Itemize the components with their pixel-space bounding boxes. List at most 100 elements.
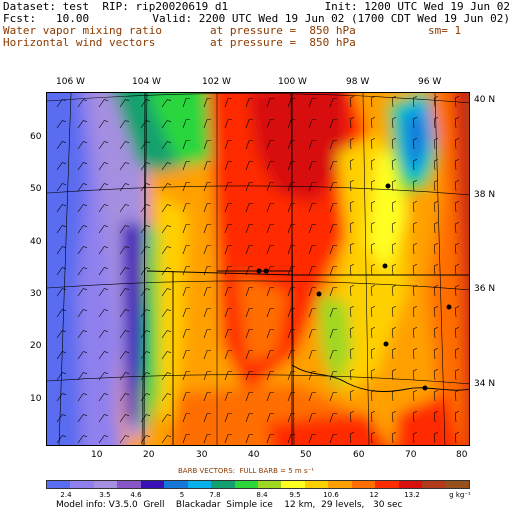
lon-label: 104 W	[132, 77, 161, 87]
model-info-footer: Model info: V3.5.0 Grell Blackadar Simpl…	[56, 500, 403, 510]
wind-barb	[224, 161, 233, 171]
state-borders	[143, 93, 469, 445]
wind-barb	[454, 96, 459, 108]
wind-barb	[308, 266, 317, 276]
wind-barb	[119, 183, 130, 192]
wind-barb	[287, 245, 296, 255]
wind-barb	[119, 267, 130, 276]
wind-barb	[140, 204, 151, 213]
grid-x-label: 50	[300, 450, 312, 460]
wind-barb	[370, 117, 375, 129]
wind-barb	[433, 117, 438, 129]
wind-barb	[98, 141, 109, 150]
wind-barb	[266, 203, 275, 213]
wind-barb	[140, 393, 151, 402]
wind-barb	[98, 99, 109, 108]
field2-level: at pressure = 850 hPa	[210, 36, 356, 49]
wind-barb	[329, 203, 338, 213]
wind-barb	[329, 434, 338, 444]
barb-legend: BARB VECTORS: FULL BARB = 5 m s⁻¹	[178, 467, 315, 475]
wind-barb	[56, 351, 67, 360]
wind-barb	[391, 201, 396, 213]
wind-barb	[98, 204, 109, 213]
wind-barb	[370, 432, 375, 444]
wind-barb	[454, 180, 459, 192]
wind-barb	[98, 435, 109, 444]
wind-barb	[412, 159, 417, 171]
wind-barb	[182, 140, 191, 150]
wind-barb	[370, 96, 375, 108]
wind-barb	[287, 371, 296, 381]
wind-barb	[266, 434, 275, 444]
colorbar-cell	[47, 481, 71, 488]
wind-barb	[308, 392, 317, 402]
wind-barb	[412, 306, 417, 318]
wind-barb	[349, 306, 354, 318]
wind-barb	[266, 224, 275, 234]
wind-barb	[433, 390, 438, 402]
wind-barb	[245, 224, 254, 234]
lat-label: 40 N	[474, 95, 496, 105]
wind-barb	[140, 435, 151, 444]
wind-barb	[433, 96, 438, 108]
wind-barb	[266, 245, 275, 255]
wind-barb	[119, 372, 130, 381]
wind-barb	[182, 287, 191, 297]
wind-barb	[224, 350, 233, 360]
wind-barb	[454, 222, 459, 234]
wind-barb	[329, 413, 338, 423]
wind-barb	[224, 203, 233, 213]
wind-barb	[245, 413, 254, 423]
wind-barb	[245, 203, 254, 213]
wind-barb	[433, 306, 438, 318]
wind-barb	[140, 246, 151, 255]
wind-barb	[349, 390, 354, 402]
wind-barb	[182, 434, 191, 444]
grid-y-label: 60	[30, 132, 42, 142]
wind-barb	[329, 140, 338, 150]
wind-barb	[370, 306, 375, 318]
wind-barb	[161, 162, 172, 171]
wind-barb	[203, 392, 212, 402]
wind-barb	[98, 414, 109, 423]
wind-barb	[161, 351, 172, 360]
wind-barb	[308, 224, 317, 234]
wind-barb	[98, 393, 109, 402]
wind-barb	[433, 180, 438, 192]
wind-barb	[56, 330, 67, 339]
city-markers	[256, 183, 452, 391]
wind-barb	[308, 371, 317, 381]
wind-barb	[287, 140, 296, 150]
wind-barb	[266, 119, 275, 129]
wind-barb	[77, 330, 88, 339]
wind-barb	[329, 161, 338, 171]
wind-barb	[140, 288, 151, 297]
wind-barb	[119, 435, 130, 444]
wind-barb	[161, 183, 172, 192]
wind-barb	[308, 140, 317, 150]
colorbar-cell	[234, 481, 258, 488]
wind-barb	[308, 245, 317, 255]
wind-barb	[77, 435, 88, 444]
wind-barb	[370, 369, 375, 381]
colorbar-cell	[70, 481, 94, 488]
wind-barb	[454, 369, 459, 381]
wind-barb	[391, 117, 396, 129]
wind-barb	[182, 224, 191, 234]
wind-barb	[266, 413, 275, 423]
colorbar-cell	[445, 481, 469, 488]
wind-barb	[349, 285, 354, 297]
wind-barb	[287, 98, 296, 108]
wind-barb	[182, 392, 191, 402]
colorbar-cell	[164, 481, 188, 488]
wind-barb	[287, 434, 296, 444]
moisture-map	[46, 92, 470, 446]
wind-barb	[349, 432, 354, 444]
wind-barb	[245, 287, 254, 297]
wind-barb	[349, 264, 354, 276]
grid-y-label: 10	[30, 394, 42, 404]
wind-barb	[56, 162, 67, 171]
wind-barb	[370, 243, 375, 255]
wind-barb	[203, 287, 212, 297]
wind-barb	[308, 308, 317, 318]
